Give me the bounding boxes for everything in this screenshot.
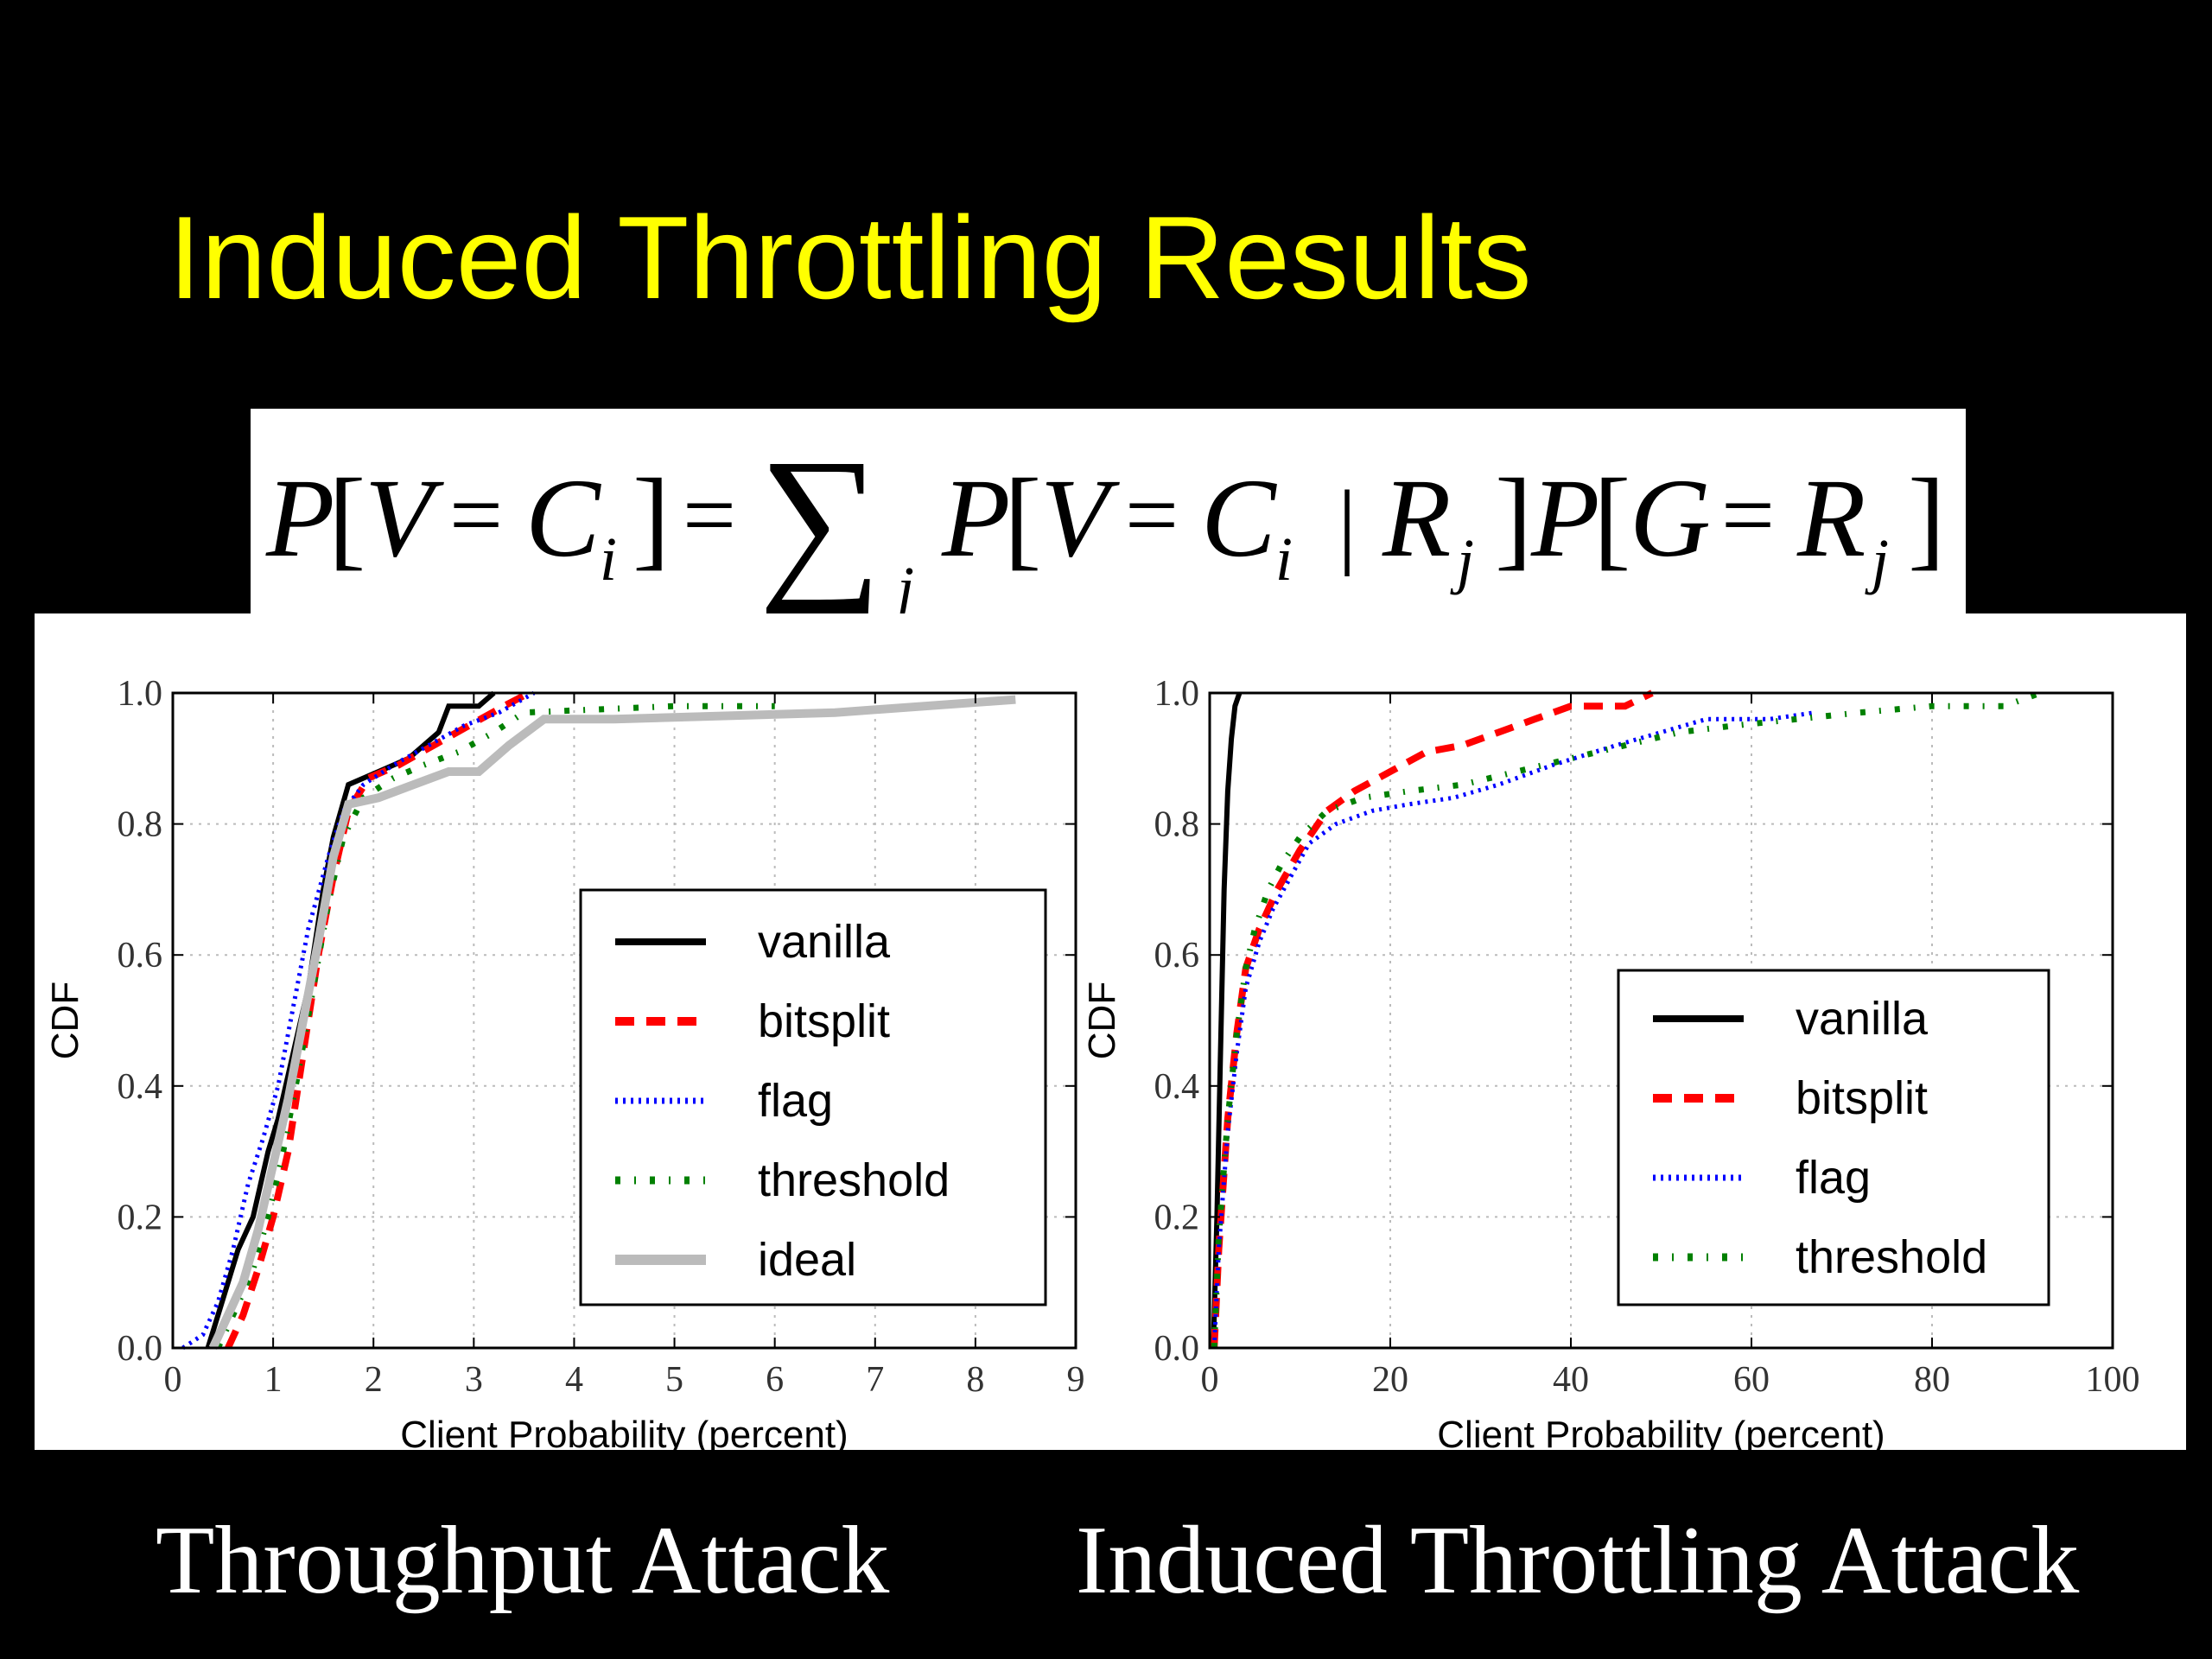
caption-throughput-attack: Throughput Attack [156, 1507, 890, 1614]
y-tick-label: 0.0 [1154, 1329, 1200, 1369]
svg-text:]: ] [1495, 456, 1532, 581]
svg-text:C: C [1201, 456, 1277, 581]
x-tick-label: 9 [1067, 1360, 1085, 1400]
y-tick-label: 0.2 [118, 1198, 163, 1237]
y-tick-label: 0.0 [118, 1329, 163, 1369]
svg-text:R: R [1796, 456, 1866, 581]
svg-text:i: i [600, 524, 617, 594]
svg-text:R: R [1382, 456, 1451, 581]
legend-label-vanilla: vanilla [1796, 993, 1929, 1045]
x-tick-label: 0 [164, 1360, 182, 1400]
y-tick-label: 1.0 [1154, 674, 1200, 714]
x-tick-label: 6 [766, 1360, 784, 1400]
x-tick-label: 7 [866, 1360, 884, 1400]
legend-label-bitsplit: bitsplit [1796, 1072, 1928, 1124]
y-tick-label: 0.4 [118, 1067, 163, 1107]
legend-label-bitsplit: bitsplit [758, 995, 890, 1047]
svg-text:=: = [449, 462, 503, 568]
svg-text:=: = [1721, 462, 1775, 568]
svg-text:[: [ [328, 456, 365, 581]
legend-label-threshold: threshold [758, 1154, 950, 1206]
cdf-charts: 0 1 2 3 4 5 6 7 8 9 0.0 0.2 0.4 0.6 0.8 1.0 Client Proba… [44, 674, 2140, 1450]
svg-text:P: P [265, 456, 334, 581]
series-line-bitsplit [1211, 690, 1654, 1349]
x-tick-label: 5 [665, 1360, 683, 1400]
x-axis-label: Client Probability (percent) [1437, 1414, 1885, 1450]
svg-text:[: [ [1004, 456, 1041, 581]
x-tick-label: 4 [565, 1360, 583, 1400]
x-axis-label: Client Probability (percent) [400, 1414, 848, 1450]
svg-text:P: P [941, 456, 1010, 581]
svg-text:∑: ∑ [759, 424, 882, 615]
svg-text:j: j [1865, 526, 1889, 595]
probability-formula: P [ V = C i ] = ∑ j P [ V = C i | R j ] … [251, 409, 1966, 625]
x-tick-label: 20 [1372, 1360, 1408, 1400]
svg-text:V: V [1040, 456, 1120, 581]
svg-text:V: V [365, 456, 444, 581]
y-tick-label: 0.8 [1154, 805, 1200, 845]
legend-label-flag: flag [1796, 1152, 1871, 1204]
svg-text:P: P [1530, 456, 1599, 581]
legend-label-ideal: ideal [758, 1234, 856, 1286]
x-tick-label: 1 [264, 1360, 283, 1400]
svg-text:|: | [1338, 471, 1357, 576]
svg-text:G: G [1630, 456, 1711, 581]
svg-text:]: ] [632, 456, 670, 581]
legend-box [579, 888, 1047, 1306]
svg-text:]: ] [1908, 456, 1945, 581]
slide-title: Induced Throttling Results [168, 192, 1532, 323]
svg-text:j: j [1450, 526, 1474, 595]
caption-induced-throttling-attack: Induced Throttling Attack [1076, 1507, 2080, 1614]
series-line-vanilla [1211, 692, 1243, 1349]
y-tick-label: 0.2 [1154, 1198, 1200, 1237]
svg-text:i: i [1275, 524, 1293, 594]
plot-frame [171, 691, 1077, 1350]
y-tick-label: 0.8 [118, 805, 163, 845]
x-tick-label: 2 [365, 1360, 383, 1400]
x-tick-label: 3 [465, 1360, 483, 1400]
plot-frame [1208, 691, 2114, 1350]
legend-label-threshold: threshold [1796, 1231, 1987, 1283]
svg-text:=: = [1125, 462, 1179, 568]
y-axis-label: CDF [44, 982, 86, 1059]
x-tick-label: 100 [2086, 1360, 2140, 1400]
svg-text:=: = [683, 462, 736, 568]
y-tick-label: 0.4 [1154, 1067, 1200, 1107]
x-tick-label: 0 [1201, 1360, 1219, 1400]
x-tick-label: 80 [1914, 1360, 1950, 1400]
x-tick-label: 60 [1733, 1360, 1770, 1400]
chart-panel: 0 1 2 3 4 5 6 7 8 9 0.0 0.2 0.4 0.6 0.8 1.0 Client Proba… [35, 613, 2186, 1450]
x-tick-label: 8 [966, 1360, 984, 1400]
legend-label-flag: flag [758, 1075, 833, 1127]
y-tick-label: 0.6 [1154, 936, 1200, 976]
y-tick-label: 0.6 [118, 936, 163, 976]
svg-text:j: j [890, 554, 914, 623]
legend-box [1617, 969, 2050, 1306]
series-line-flag [181, 690, 536, 1351]
y-tick-label: 1.0 [118, 674, 163, 714]
x-tick-label: 40 [1553, 1360, 1589, 1400]
series-line-threshold [215, 702, 775, 1350]
svg-text:[: [ [1593, 456, 1630, 581]
legend-label-vanilla: vanilla [758, 916, 891, 968]
series-line-ideal [208, 695, 1016, 1351]
y-axis-label: CDF [1081, 982, 1123, 1059]
svg-text:C: C [525, 456, 601, 581]
